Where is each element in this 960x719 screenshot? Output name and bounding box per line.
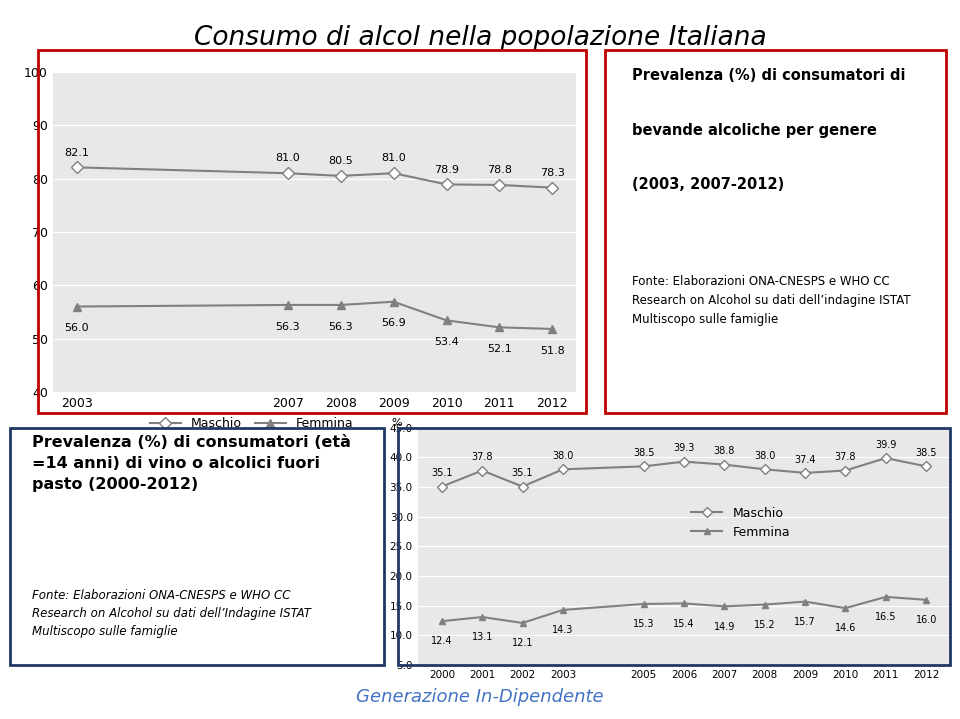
Text: 39.9: 39.9 (876, 440, 897, 449)
Text: Fonte: Elaborazioni ONA-CNESPS e WHO CC
Research on Alcohol su dati dell’indagin: Fonte: Elaborazioni ONA-CNESPS e WHO CC … (632, 275, 911, 326)
Text: 38.0: 38.0 (552, 451, 573, 461)
Text: 51.8: 51.8 (540, 346, 564, 356)
Text: 80.5: 80.5 (328, 156, 353, 166)
Text: Fonte: Elaborazioni ONA-CNESPS e WHO CC
Research on Alcohol su dati dell’Indagin: Fonte: Elaborazioni ONA-CNESPS e WHO CC … (32, 589, 311, 638)
Text: Prevalenza (%) di consumatori di: Prevalenza (%) di consumatori di (632, 68, 905, 83)
Text: 15.7: 15.7 (794, 617, 816, 627)
Text: 81.0: 81.0 (276, 153, 300, 163)
Text: 35.1: 35.1 (512, 468, 534, 478)
Text: 15.2: 15.2 (754, 620, 776, 630)
Text: 56.0: 56.0 (64, 324, 89, 333)
Text: 78.3: 78.3 (540, 168, 564, 178)
Text: 13.1: 13.1 (471, 632, 492, 642)
Text: bevande alcoliche per genere: bevande alcoliche per genere (632, 123, 876, 138)
Text: 15.4: 15.4 (673, 618, 695, 628)
Text: (2003, 2007-2012): (2003, 2007-2012) (632, 178, 784, 193)
Text: 14.3: 14.3 (552, 626, 573, 635)
Legend: Maschio, Femmina: Maschio, Femmina (145, 412, 358, 435)
Text: 12.1: 12.1 (512, 638, 534, 649)
Text: 52.1: 52.1 (487, 344, 512, 354)
Text: 14.9: 14.9 (713, 622, 735, 631)
Text: 56.9: 56.9 (381, 319, 406, 329)
Text: 38.5: 38.5 (633, 448, 655, 458)
Text: 12.4: 12.4 (431, 636, 452, 646)
Text: 14.6: 14.6 (835, 623, 856, 633)
Text: 38.8: 38.8 (713, 446, 735, 457)
Text: 38.0: 38.0 (754, 451, 776, 461)
Text: 53.4: 53.4 (434, 337, 459, 347)
Text: 38.5: 38.5 (916, 448, 937, 458)
Text: 16.0: 16.0 (916, 615, 937, 625)
Legend: Maschio, Femmina: Maschio, Femmina (686, 502, 795, 544)
Text: 56.3: 56.3 (276, 321, 300, 331)
Text: 82.1: 82.1 (64, 147, 89, 157)
Text: 16.5: 16.5 (876, 612, 897, 622)
Text: Consumo di alcol nella popolazione Italiana: Consumo di alcol nella popolazione Itali… (194, 25, 766, 51)
Y-axis label: %: % (391, 418, 401, 428)
Text: 37.4: 37.4 (794, 454, 816, 464)
Text: 78.9: 78.9 (434, 165, 459, 175)
Text: Generazione In-Dipendente: Generazione In-Dipendente (356, 688, 604, 706)
Text: 39.3: 39.3 (673, 444, 695, 453)
Text: 37.8: 37.8 (471, 452, 492, 462)
Text: 56.3: 56.3 (328, 321, 353, 331)
Text: 37.8: 37.8 (834, 452, 856, 462)
Text: Prevalenza (%) di consumatori (età
=14 anni) di vino o alcolici fuori
pasto (200: Prevalenza (%) di consumatori (età =14 a… (32, 435, 351, 492)
Text: 78.8: 78.8 (487, 165, 512, 175)
Text: 81.0: 81.0 (381, 153, 406, 163)
Text: 35.1: 35.1 (431, 468, 452, 478)
Text: 15.3: 15.3 (633, 619, 655, 629)
